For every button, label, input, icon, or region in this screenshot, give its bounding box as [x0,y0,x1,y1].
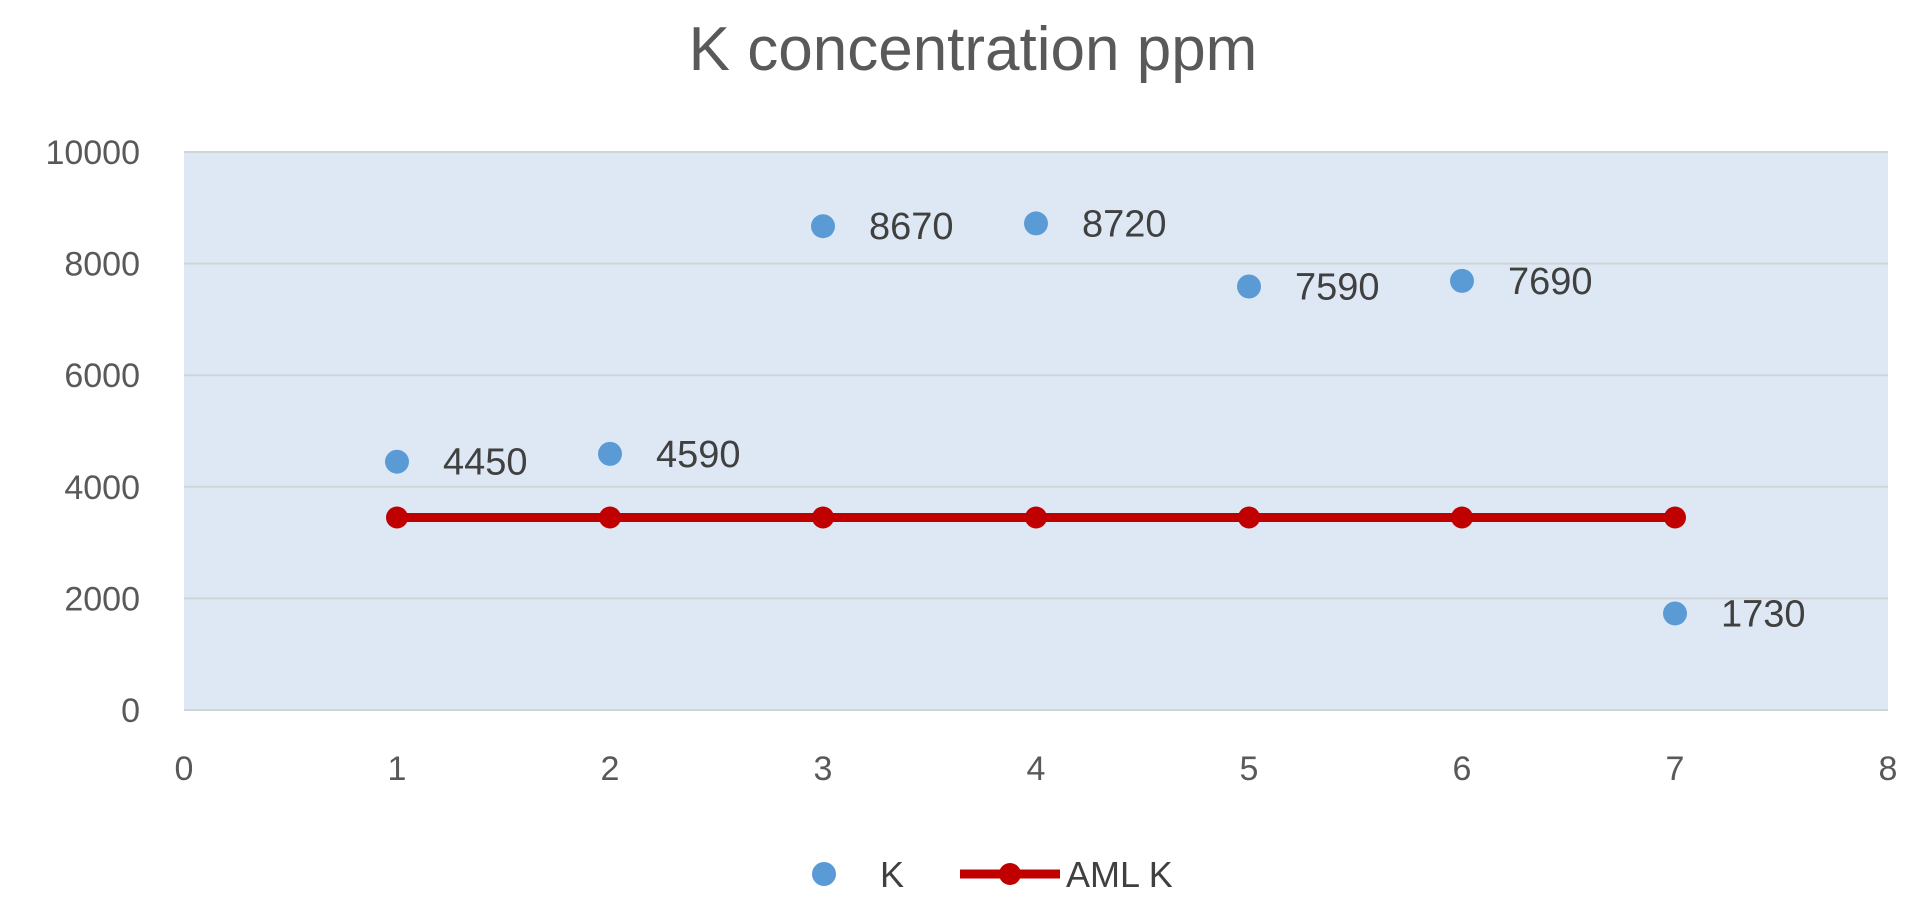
k-data-label: 8670 [869,206,954,248]
y-tick-label: 0 [121,692,140,730]
x-tick-label: 6 [1453,750,1472,788]
k-data-label: 7590 [1295,266,1380,308]
k-point [385,449,409,474]
x-tick-label: 2 [601,750,620,788]
y-axis: 0 2000 4000 6000 8000 10000 [45,134,140,730]
x-tick-label: 7 [1666,750,1685,788]
y-tick-label: 10000 [45,134,140,172]
k-point [1450,268,1474,293]
plot-area [184,152,1888,710]
aml-k-marker [386,506,408,529]
legend-aml-label: AML K [1066,854,1173,895]
k-data-label: 4590 [656,434,741,476]
k-point [598,441,622,466]
k-data-label: 7690 [1508,261,1593,303]
aml-k-series [386,506,1686,529]
k-data-label: 1730 [1721,593,1806,635]
aml-k-marker [1664,506,1686,529]
x-tick-label: 5 [1240,750,1259,788]
x-tick-label: 4 [1027,750,1046,788]
legend-k-marker [812,862,836,886]
k-point [1663,601,1687,626]
k-point [1237,274,1261,299]
x-tick-label: 8 [1879,750,1898,788]
k-data-label: 8720 [1082,203,1167,245]
y-tick-label: 2000 [64,580,140,618]
y-tick-label: 4000 [64,469,140,507]
y-tick-label: 6000 [64,357,140,395]
x-tick-label: 3 [814,750,833,788]
k-series [385,211,1687,626]
aml-k-marker [1025,506,1047,529]
chart-title: K concentration ppm [689,15,1258,84]
data-labels: 4450 4590 8670 8720 7590 7690 1730 [443,203,1806,635]
k-point [811,214,835,239]
aml-k-marker [1238,506,1260,529]
k-data-label: 4450 [443,442,528,484]
x-tick-label: 1 [388,750,407,788]
legend-aml-marker [999,863,1021,885]
aml-k-marker [599,506,621,529]
aml-k-marker [812,506,834,529]
legend-k-label: K [880,854,904,895]
grid-lines [184,151,1888,711]
x-tick-label: 0 [175,750,194,788]
x-axis: 0 1 2 3 4 5 6 7 8 [175,750,1898,788]
y-tick-label: 8000 [64,246,140,284]
aml-k-marker [1451,506,1473,529]
legend: K AML K [812,854,1173,895]
k-point [1024,211,1048,236]
